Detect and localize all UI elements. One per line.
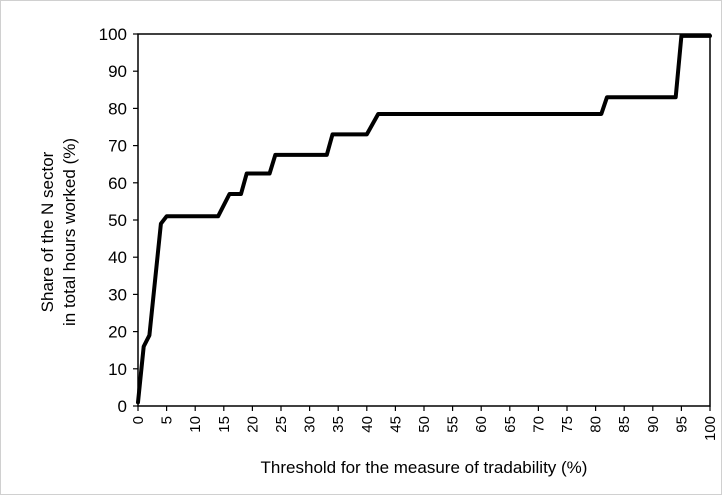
y-axis-ticks: 0 10 20 30 40 50 60 70 80 90 100 — [99, 25, 138, 416]
y-tick-label: 50 — [108, 211, 127, 230]
y-tick-label: 20 — [108, 323, 127, 342]
y-tick-label: 60 — [108, 174, 127, 193]
x-tick-label: 80 — [588, 416, 605, 433]
x-tick-label: 15 — [216, 416, 233, 433]
x-tick-label: 60 — [473, 416, 490, 433]
y-tick-label: 90 — [108, 62, 127, 81]
y-tick-label: 100 — [99, 25, 127, 44]
x-tick-label: 40 — [359, 416, 376, 433]
x-tick-label: 90 — [645, 416, 662, 433]
y-tick-label: 80 — [108, 99, 127, 118]
x-tick-label: 100 — [702, 416, 719, 441]
y-tick-label: 0 — [118, 397, 127, 416]
x-tick-label: 20 — [244, 416, 261, 433]
y-tick-label: 70 — [108, 137, 127, 156]
x-tick-label: 25 — [273, 416, 290, 433]
x-tick-label: 5 — [159, 416, 176, 424]
y-tick-label: 40 — [108, 248, 127, 267]
x-tick-label: 10 — [187, 416, 204, 433]
x-tick-label: 95 — [673, 416, 690, 433]
plot-border — [137, 33, 711, 407]
x-tick-label: 70 — [530, 416, 547, 433]
y-tick-label: 30 — [108, 285, 127, 304]
x-tick-label: 55 — [445, 416, 462, 433]
y-tick-label: 10 — [108, 360, 127, 379]
x-tick-label: 85 — [616, 416, 633, 433]
plot-area — [136, 33, 712, 407]
x-tick-label: 0 — [130, 416, 147, 424]
y-axis-title-line-2: in total hours worked (%) — [60, 138, 79, 326]
x-axis-title: Threshold for the measure of tradability… — [261, 458, 588, 477]
x-tick-label: 75 — [559, 416, 576, 433]
x-tick-label: 65 — [502, 416, 519, 433]
x-tick-label: 45 — [387, 416, 404, 433]
x-tick-label: 50 — [416, 416, 433, 433]
x-tick-label: 30 — [302, 416, 319, 433]
series-line-1 — [136, 33, 712, 405]
x-tick-label: 35 — [330, 416, 347, 433]
y-axis-title-line-1: Share of the N sector — [38, 151, 57, 312]
x-axis-ticks: 0 5 10 15 20 25 30 35 40 45 50 55 60 65 70 75 80 85 90 95 10… — [130, 406, 719, 441]
